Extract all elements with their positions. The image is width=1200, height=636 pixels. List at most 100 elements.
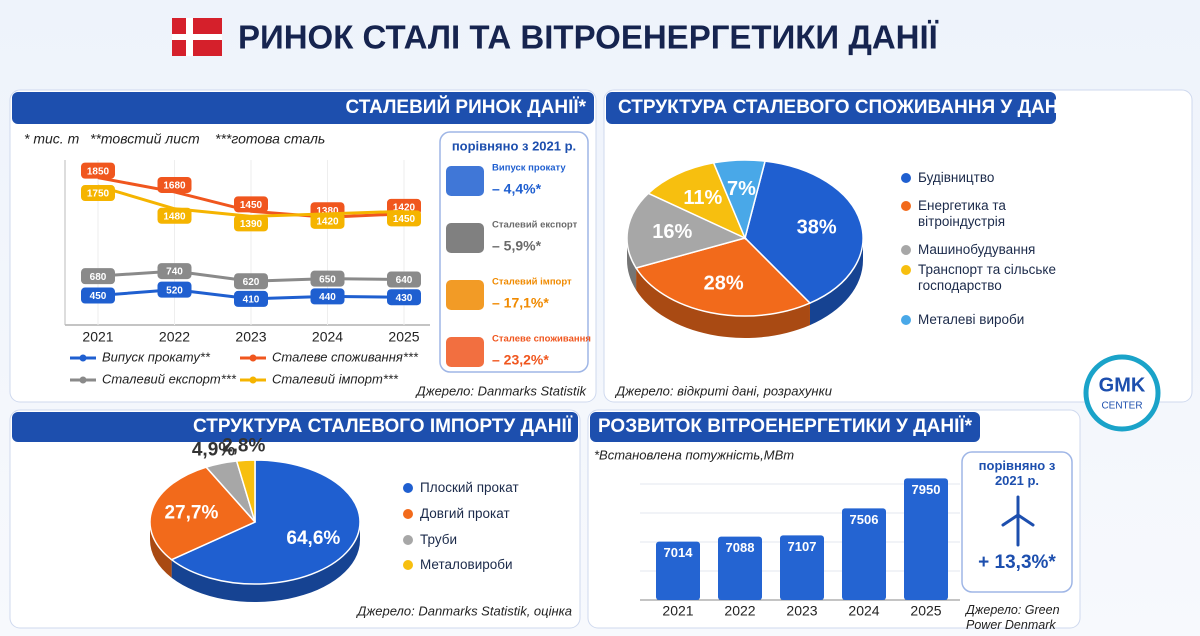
slice xyxy=(634,237,812,317)
panel-header xyxy=(12,412,578,442)
slice xyxy=(626,192,748,269)
comparison-icon xyxy=(446,280,484,310)
bar xyxy=(780,535,824,600)
label-box xyxy=(81,162,115,179)
label-box xyxy=(157,207,192,224)
legend-label: Транспорт та сільське господарство xyxy=(918,262,1056,293)
legend-marker xyxy=(901,265,911,275)
data-label: 27,7% xyxy=(164,503,218,524)
label-box xyxy=(234,196,268,213)
comparison-value: – 23,2%* xyxy=(492,352,549,368)
data-label: 650 xyxy=(319,274,336,285)
legend-label: Машинобудування xyxy=(918,242,1036,257)
legend-label: Металеві вироби xyxy=(918,312,1025,327)
legend-label: Енергетика та вітроіндустрія xyxy=(918,198,1006,229)
logo xyxy=(1083,354,1161,432)
source: Джерело: Danmarks Statistik, оцінка xyxy=(355,603,572,618)
panel-title: СТРУКТУРА СТАЛЕВОГО СПОЖИВАННЯ У ДАНІЇ xyxy=(618,97,1070,118)
comparison-value: – 4,4%* xyxy=(492,181,542,197)
data-label: 1850 xyxy=(87,166,110,177)
x-tick-label: 2023 xyxy=(235,329,266,345)
data-label: 740 xyxy=(166,267,183,278)
legend-marker xyxy=(901,173,911,183)
data-label: 64,6% xyxy=(286,528,340,549)
page-title: РИНОК СТАЛІ ТА ВІТРОЕНЕРГЕТИКИ ДАНІЇ xyxy=(238,19,939,56)
label-box xyxy=(81,268,115,285)
slice xyxy=(170,459,361,585)
legend-marker xyxy=(249,376,257,384)
comparison-title: порівняно з 2021 р. xyxy=(452,138,576,153)
panel-title: СТРУКТУРА СТАЛЕВОГО ІМПОРТУ ДАНІЇ xyxy=(193,416,573,437)
legend-label: Труби xyxy=(420,532,458,547)
data-label: 38% xyxy=(797,216,837,238)
label-box xyxy=(157,263,192,280)
note: **товстий лист xyxy=(90,131,200,147)
legend-marker xyxy=(403,483,413,493)
data-label: 1390 xyxy=(240,219,263,230)
source: Джерело: відкриті дані, розрахунки xyxy=(614,383,832,398)
x-tick-label: 2025 xyxy=(910,603,941,619)
legend-marker xyxy=(901,245,911,255)
panel-title: РОЗВИТОК ВІТРОЕНЕРГЕТИКИ У ДАНІЇ* xyxy=(598,416,973,437)
subtitle: *Встановлена потужність,МВт xyxy=(594,447,794,462)
data-label: 520 xyxy=(166,285,183,296)
legend-marker xyxy=(403,509,413,519)
x-tick-label: 2022 xyxy=(159,329,190,345)
data-label: 7950 xyxy=(912,482,941,497)
data-label: 620 xyxy=(243,277,260,288)
bar xyxy=(904,478,948,600)
source: Джерело: Danmarks Statistik xyxy=(414,383,587,398)
x-tick-label: 2022 xyxy=(724,603,755,619)
legend-label: Будівництво xyxy=(918,170,995,185)
legend-marker xyxy=(79,354,87,362)
comparison-label: Сталеве споживання xyxy=(492,334,591,345)
legend-label: Випуск прокату** xyxy=(102,349,211,364)
label-box xyxy=(310,270,345,287)
data-label: 1750 xyxy=(87,189,110,200)
data-label: 7088 xyxy=(726,540,755,555)
label-box xyxy=(387,210,421,227)
comparison-title: порівняно з 2021 р. xyxy=(978,458,1056,488)
legend-marker xyxy=(403,535,413,545)
x-tick-label: 2025 xyxy=(388,329,419,345)
label-box xyxy=(310,288,345,305)
panel-header xyxy=(606,92,1056,124)
logo-sub: CENTER xyxy=(1101,401,1142,412)
slice-side xyxy=(636,267,810,339)
slice xyxy=(235,459,256,523)
data-label: 430 xyxy=(396,293,413,304)
legend-marker xyxy=(901,315,911,325)
data-label: 7506 xyxy=(850,512,879,527)
slice-side xyxy=(171,522,360,602)
data-label: 4,9% xyxy=(192,439,235,460)
x-tick-label: 2024 xyxy=(312,329,343,345)
panel-header xyxy=(12,92,594,124)
comparison-label: Випуск прокату xyxy=(492,163,566,174)
data-label: 1380 xyxy=(316,206,339,217)
legend-label: Сталевий експорт*** xyxy=(102,371,237,386)
legend-label: Сталевий імпорт*** xyxy=(272,371,399,386)
x-tick-label: 2021 xyxy=(662,603,693,619)
data-label: 16% xyxy=(652,221,692,243)
label-box xyxy=(234,290,268,307)
comparison-label: Сталевий експорт xyxy=(492,220,578,231)
legend-marker xyxy=(901,201,911,211)
comparison-label: Сталевий імпорт xyxy=(492,277,572,288)
slice-side xyxy=(809,238,863,326)
legend-label: Довгий прокат xyxy=(420,506,510,521)
comparison-value: – 17,1%* xyxy=(492,295,549,311)
comparison-value: + 13,3%* xyxy=(978,552,1056,573)
note: * тис. т xyxy=(24,131,80,147)
legend-label: Металовироби xyxy=(420,557,513,572)
turbine-icon xyxy=(1001,495,1035,547)
legend-label: Плоский прокат xyxy=(420,480,519,495)
bar xyxy=(718,536,762,600)
data-label: 7014 xyxy=(664,545,694,560)
slice xyxy=(149,466,257,561)
label-box xyxy=(81,185,115,202)
data-label: 7107 xyxy=(788,539,817,554)
data-label: 1480 xyxy=(163,211,186,222)
legend-marker xyxy=(79,376,87,384)
label-box xyxy=(81,287,115,304)
